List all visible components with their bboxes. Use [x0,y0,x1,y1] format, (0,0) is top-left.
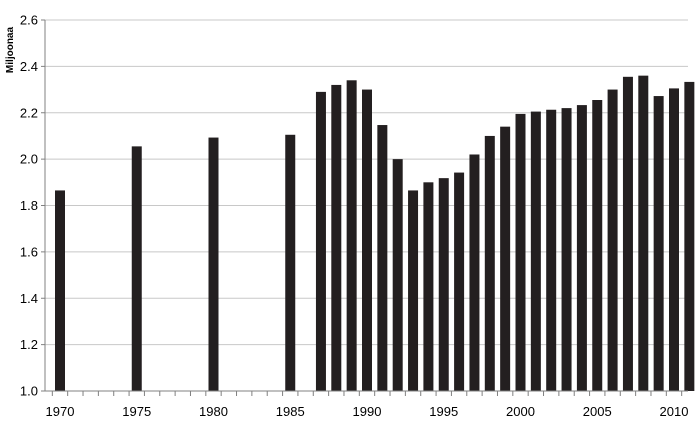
y-tick-label: 1.0 [20,384,38,399]
bar-2002 [546,109,557,392]
bar-1975 [131,146,142,391]
bar-1995 [438,178,449,391]
y-tick-label: 1.6 [20,244,38,259]
x-tick-label: 1980 [199,404,228,419]
axes [41,19,688,396]
bar-1988 [331,84,342,392]
bar-1970 [55,190,65,391]
y-tick-label: 2.6 [20,13,38,28]
bar-1994 [423,182,434,391]
y-tick-label: 1.4 [20,291,38,306]
bar-2001 [530,111,541,391]
y-tick-label: 1.8 [20,198,38,213]
x-tick-label: 1970 [46,404,75,419]
x-tick-label: 1975 [122,404,151,419]
bar-2007 [622,76,633,391]
x-tick-label: 1995 [429,404,458,419]
bar-1996 [454,172,465,391]
bar-1998 [484,135,495,391]
y-tick-label: 2.0 [20,152,38,167]
x-tick-label: 1990 [353,404,382,419]
bar-2004 [576,105,587,391]
bar-2008 [638,75,649,392]
bar-1992 [392,159,403,392]
x-tick-label: 2005 [583,404,612,419]
y-tick-label: 2.4 [20,59,38,74]
y-tick-label: 2.2 [20,105,38,120]
bar-1987 [315,91,326,391]
x-tick-label: 1985 [276,404,305,419]
tick-labels: 1.0 1.2 1.4 1.6 1.8 2.0 2.2 2.4 2.6 1970 1975 1980 1… [20,13,689,420]
x-tick-label: 2010 [660,404,689,419]
bar-1999 [500,126,511,391]
y-axis-title: Miljoonaa [5,27,16,74]
bar-1997 [469,154,480,391]
bars [55,75,695,392]
bar-2005 [592,100,603,391]
bar-2003 [561,108,572,392]
bar-2009 [653,96,664,391]
bar-1993 [408,190,419,391]
bar-1990 [362,89,372,391]
bar-2011 [684,81,695,391]
x-tick-label: 2000 [506,404,535,419]
bar-1985 [285,134,296,391]
bar-1989 [346,80,357,391]
y-tick-label: 1.2 [20,337,38,352]
bar-1991 [377,125,388,391]
bar-1980 [208,137,219,391]
bar-2000 [515,113,526,391]
bar-2006 [607,89,618,391]
bar-2010 [669,88,679,392]
